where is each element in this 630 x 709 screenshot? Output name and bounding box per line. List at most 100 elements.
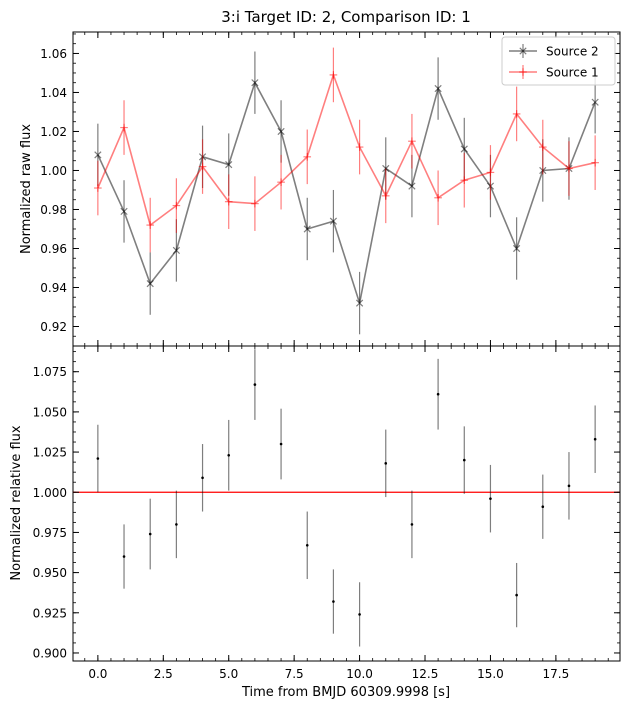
source-2-point-stroke [303, 225, 311, 233]
bottom-xtick-label: 15.0 [477, 667, 504, 681]
source-2-point [512, 244, 521, 253]
relative-flux-point [148, 532, 152, 536]
source-1-point [172, 201, 181, 210]
top-ytick-label: 1.06 [40, 47, 67, 61]
relative-flux-point [279, 442, 283, 446]
top-ytick-label: 1.02 [40, 125, 67, 139]
bottom-xtick-label: 10.0 [346, 667, 373, 681]
source-2-point-stroke [460, 145, 468, 153]
source-2-point-stroke [382, 164, 390, 173]
bottom-xtick-label: 2.5 [154, 667, 173, 681]
source-2-point [434, 84, 442, 93]
source-2-point [329, 217, 338, 225]
bottom-ytick-label: 1.000 [33, 486, 67, 500]
source-2-point-stroke [251, 79, 259, 87]
source-2-point [225, 160, 233, 169]
relative-flux-point [253, 383, 257, 386]
source-2-point-stroke [225, 160, 233, 169]
bottom-y-axis-label: Normalized relative flux [9, 425, 24, 580]
source-2-point [591, 98, 599, 106]
bottom-ytick-label: 0.950 [33, 566, 67, 580]
source-2-point [382, 164, 390, 173]
relative-flux-point [175, 523, 178, 526]
bottom-xtick-label: 17.5 [543, 667, 570, 681]
bottom-ytick-label: 0.975 [33, 526, 67, 540]
relative-flux-point [201, 476, 204, 480]
source-2-point [172, 246, 181, 255]
source-1-point [146, 221, 155, 229]
relative-flux-point [305, 543, 309, 547]
bottom-xtick-label: 7.5 [285, 667, 304, 681]
top-ytick-label: 1.04 [40, 86, 67, 100]
relative-flux-point [489, 497, 492, 500]
x-axis-label: Time from BMJD 60309.9998 [s] [241, 685, 450, 700]
relative-flux-point [541, 505, 545, 509]
source-1-point [486, 168, 495, 177]
source-2-point [251, 79, 259, 87]
relative-flux-point [593, 437, 597, 441]
raw-flux-panel: 0.92 0.94 0.96 0.98 1.00 1.02 1.04 1.06 [40, 31, 621, 347]
source-2-legend-marker [519, 47, 527, 55]
bottom-xtick-label: 5.0 [219, 667, 238, 681]
source-2-point-stroke [355, 299, 364, 307]
source-2-legend-marker-stroke [519, 47, 527, 55]
source-1-point [251, 199, 259, 208]
source-1-point [224, 197, 233, 206]
top-ytick-label: 0.96 [40, 242, 67, 256]
source-2-point-stroke [146, 279, 154, 288]
relative-flux-panel: 0.900 0.925 0.950 0.975 1.000 1.025 1.050 1.075… [33, 345, 621, 681]
bottom-ytick-label: 1.050 [33, 405, 67, 419]
source-1-point [381, 192, 390, 200]
source-2-point-stroke [277, 127, 285, 136]
source-1-point [303, 153, 312, 161]
source-2-point-stroke [591, 98, 599, 106]
source-1-point [355, 143, 364, 151]
source-2-point [355, 299, 364, 307]
relative-flux-point [515, 593, 518, 597]
legend-box [501, 36, 616, 86]
source-1-point [538, 143, 547, 151]
source-2-point-stroke [329, 217, 338, 225]
source-2-point-stroke [172, 246, 181, 255]
source-2-point [120, 207, 128, 216]
source-1-point [94, 184, 102, 192]
source-2-point [460, 145, 468, 153]
top-ytick-label: 0.94 [40, 281, 67, 295]
source-2-point-stroke [120, 207, 128, 216]
source-2-point-stroke [512, 244, 521, 253]
bottom-axes-frame [72, 345, 621, 662]
source-1-legend-marker [519, 68, 527, 76]
bottom-ytick-label: 1.025 [33, 446, 67, 460]
relative-flux-point [122, 555, 126, 558]
relative-flux-point [462, 458, 466, 462]
source-2-point [408, 182, 416, 190]
relative-flux-point [96, 457, 100, 460]
relative-flux-point [436, 392, 440, 396]
top-ytick-label: 1.00 [40, 164, 67, 178]
source-1-point [565, 164, 573, 173]
source-1-legend-label: Source 1 [546, 66, 599, 80]
source-2-point [303, 225, 311, 233]
bottom-ytick-label: 0.925 [33, 606, 67, 620]
source-1-point [434, 193, 442, 202]
source-2-point-stroke [408, 182, 416, 190]
bottom-ytick-label: 0.900 [33, 646, 67, 660]
bottom-xtick-label: 0.0 [88, 667, 107, 681]
chart-title: 3:i Target ID: 2, Comparison ID: 1 [221, 8, 471, 26]
relative-flux-point [227, 453, 231, 457]
source-2-point-stroke [94, 151, 102, 159]
source-2-line [97, 80, 596, 304]
relative-flux-point [332, 600, 335, 603]
bottom-xtick-label: 12.5 [412, 667, 439, 681]
source-2-point [277, 127, 285, 136]
relative-flux-point [410, 523, 414, 526]
source-1-point [277, 178, 285, 186]
source-2-point [146, 279, 154, 288]
source-1-point [120, 123, 128, 132]
source-2-legend-label: Source 2 [546, 45, 599, 59]
source-1-point [198, 162, 207, 171]
source-1-point [408, 137, 416, 146]
bottom-ytick-label: 1.075 [33, 365, 67, 379]
source-1-point [591, 158, 599, 167]
source-1-point [512, 110, 521, 118]
